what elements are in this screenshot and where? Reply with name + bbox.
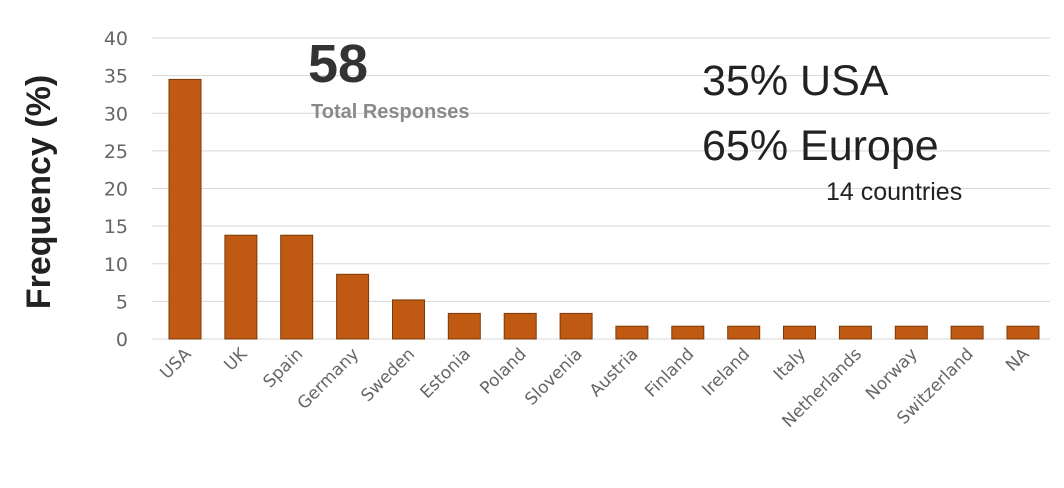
y-tick-label: 5 [116,291,128,313]
y-tick-label: 35 [104,66,128,88]
bar-finland [671,325,705,340]
y-tick-label: 30 [104,103,128,125]
y-axis-ticks: 0 5 10 15 20 25 30 35 40 [104,28,128,351]
countries-annotation: 14 countries [826,178,962,206]
bar-na [1006,325,1040,340]
y-tick-label: 25 [104,141,128,163]
bar-italy [783,325,816,340]
x-tick-label-ireland: Ireland [698,344,754,400]
y-tick-label: 40 [104,28,128,50]
bar-uk [224,234,258,340]
x-tick-label-germany: Germany [294,344,363,413]
bars [168,78,1040,340]
total-responses-value: 58 [308,34,368,94]
x-tick-label-italy: Italy [770,344,810,384]
x-tick-label-poland: Poland [476,344,530,398]
bar-poland [503,312,537,340]
y-axis-label: Frequency (%) [20,75,58,309]
y-tick-label: 10 [104,254,128,276]
bar-austria [615,325,649,340]
x-tick-label-finland: Finland [641,344,698,401]
x-tick-label-uk: UK [221,344,252,375]
bar-spain [280,234,314,340]
total-responses-label: Total Responses [311,101,470,123]
x-tick-label-na: NA [1002,344,1034,376]
x-tick-label-usa: USA [157,344,196,383]
bar-ireland [727,325,761,340]
bar-slovenia [559,312,593,340]
bar-netherlands [838,325,872,340]
bar-usa [168,78,202,340]
x-tick-label-slovenia: Slovenia [521,344,586,409]
y-tick-label: 15 [104,216,128,238]
bar-estonia [447,312,481,340]
bar-germany [336,273,370,340]
x-tick-label-spain: Spain [260,344,308,392]
x-tick-label-sweden: Sweden [357,344,419,406]
usa-share-annotation: 35% USA [702,57,889,105]
y-tick-label: 20 [104,179,128,201]
europe-share-annotation: 65% Europe [702,122,939,170]
bar-sweden [392,299,425,340]
x-tick-label-austria: Austria [586,344,643,401]
y-tick-label: 0 [116,329,128,351]
x-tick-label-estonia: Estonia [416,344,474,402]
bar-norway [894,325,928,340]
bar-switzerland [950,325,984,340]
